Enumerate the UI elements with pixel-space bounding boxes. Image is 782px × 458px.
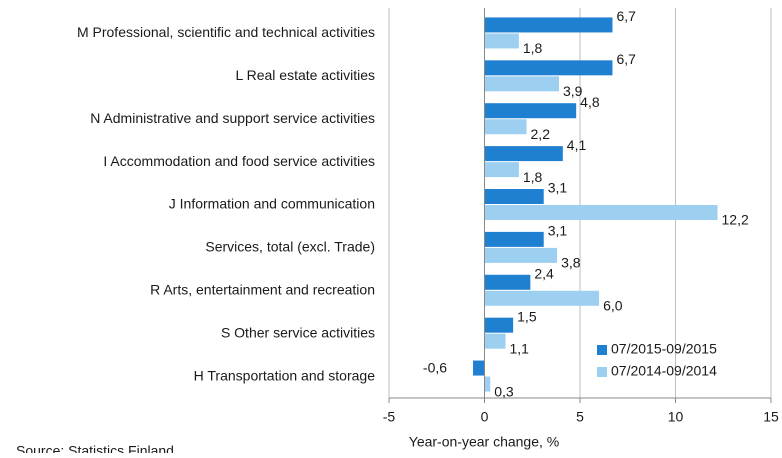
value-label: 1,8 [523,40,543,56]
y-tick-label: J Information and communication [169,196,375,212]
value-label: 1,1 [510,340,530,356]
bar [484,333,506,349]
value-label: 4,8 [580,94,600,110]
bar [484,274,531,290]
bar [484,119,527,135]
legend-label: 07/2015-09/2015 [611,341,717,357]
x-tick-label: 10 [668,409,684,425]
bar [484,376,491,392]
bar [484,162,519,178]
value-label: 0,3 [494,383,514,399]
value-label: 3,1 [548,223,568,239]
y-tick-label: H Transportation and storage [194,367,376,383]
y-tick-label: S Other service activities [221,324,375,340]
legend-label: 07/2014-09/2014 [611,363,717,379]
x-tick-label: -5 [383,409,396,425]
y-tick-label: Services, total (excl. Trade) [205,239,375,255]
value-label: 1,8 [523,169,543,185]
bar [484,76,559,92]
bar [484,103,577,119]
value-label: 3,8 [561,255,581,271]
bar [484,146,563,162]
y-tick-label: M Professional, scientific and technical… [77,24,375,40]
y-tick-label: R Arts, entertainment and recreation [150,281,375,297]
legend-swatch [597,367,607,377]
bar [484,205,718,220]
source: Source: Statistics Finland [16,443,174,453]
value-label: 3,9 [563,83,583,99]
x-tick-label: 0 [481,409,489,425]
value-label: 6,7 [616,8,636,24]
x-tick-label: 15 [763,409,779,425]
bar [484,33,519,49]
bar [484,189,544,204]
value-label: 2,4 [534,265,554,281]
value-label: 6,7 [616,51,636,67]
legend-swatch [597,345,607,355]
value-label: 1,5 [517,308,537,324]
bar [484,247,558,263]
value-label: 6,0 [603,297,623,313]
bar [473,360,485,376]
bar [484,17,613,33]
value-label: 12,2 [722,212,749,228]
bar [484,231,544,247]
y-tick-label: I Accommodation and food service activit… [103,153,375,169]
bar [484,290,600,306]
value-label: 2,2 [531,126,551,142]
value-label: 3,1 [548,180,568,196]
value-label: -0,6 [423,359,447,375]
bar [484,60,613,76]
value-label: 4,1 [567,137,587,153]
x-axis-label: Year-on-year change, % [409,434,559,450]
y-tick-label: L Real estate activities [235,67,375,83]
y-tick-label: N Administrative and support service act… [90,110,375,126]
bar [484,317,514,333]
x-tick-label: 5 [576,409,584,425]
